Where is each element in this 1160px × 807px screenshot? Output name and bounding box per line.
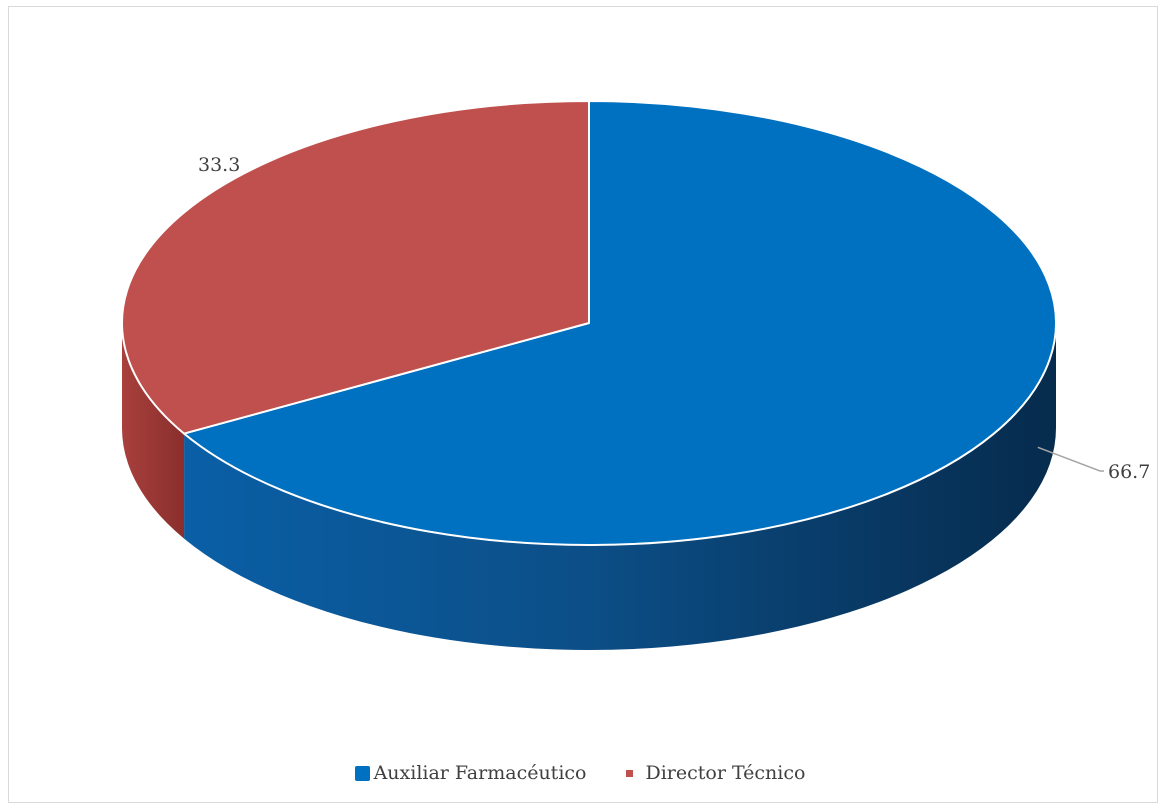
leader-line-auxiliar-farmaceutico — [1037, 446, 1104, 472]
legend-label-auxiliar: Auxiliar Farmacéutico — [373, 762, 587, 784]
legend: Auxiliar Farmacéutico Director Técnico — [0, 762, 1160, 784]
legend-label-director: Director Técnico — [645, 762, 806, 784]
pie-slice-auxiliar-farmaceutico — [183, 100, 1057, 546]
data-label-director-tecnico: 33.3 — [198, 154, 240, 176]
legend-item-auxiliar-farmaceutico: Auxiliar Farmacéutico — [354, 762, 587, 784]
legend-item-director-tecnico: Director Técnico — [626, 762, 805, 784]
legend-swatch-director — [626, 769, 634, 777]
legend-swatch-auxiliar — [354, 765, 370, 781]
pie-slice-director-tecnico — [121, 100, 590, 435]
pie-side-auxiliar-farmaceutico — [184, 323, 1056, 651]
pie-side-director-tecnico — [122, 323, 185, 539]
data-label-auxiliar-farmaceutico: 66.7 — [1108, 461, 1150, 483]
